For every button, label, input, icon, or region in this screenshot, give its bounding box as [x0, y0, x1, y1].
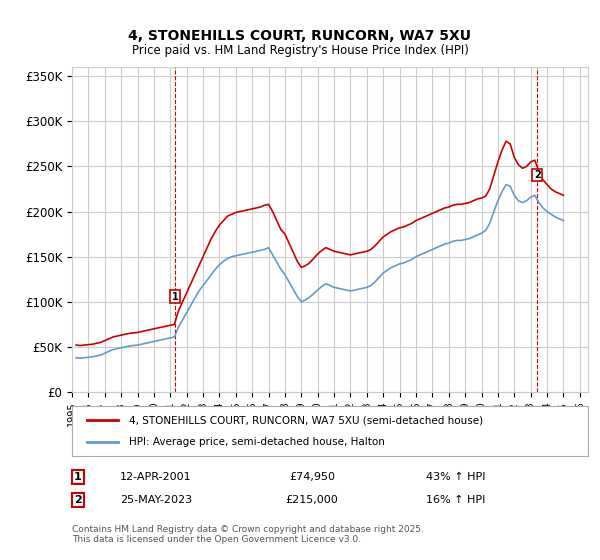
- Text: Price paid vs. HM Land Registry's House Price Index (HPI): Price paid vs. HM Land Registry's House …: [131, 44, 469, 57]
- Text: £74,950: £74,950: [289, 472, 335, 482]
- Text: 16% ↑ HPI: 16% ↑ HPI: [427, 495, 485, 505]
- Text: Contains HM Land Registry data © Crown copyright and database right 2025.
This d: Contains HM Land Registry data © Crown c…: [72, 525, 424, 544]
- Text: HPI: Average price, semi-detached house, Halton: HPI: Average price, semi-detached house,…: [129, 437, 385, 447]
- Text: £215,000: £215,000: [286, 495, 338, 505]
- Text: 1: 1: [74, 472, 82, 482]
- Text: 43% ↑ HPI: 43% ↑ HPI: [426, 472, 486, 482]
- Text: 4, STONEHILLS COURT, RUNCORN, WA7 5XU (semi-detached house): 4, STONEHILLS COURT, RUNCORN, WA7 5XU (s…: [129, 415, 483, 425]
- Text: 2: 2: [74, 495, 82, 505]
- Text: 1: 1: [172, 292, 178, 302]
- Text: 4, STONEHILLS COURT, RUNCORN, WA7 5XU: 4, STONEHILLS COURT, RUNCORN, WA7 5XU: [128, 29, 472, 44]
- Text: 12-APR-2001: 12-APR-2001: [120, 472, 192, 482]
- Text: 2: 2: [534, 170, 541, 180]
- Text: 25-MAY-2023: 25-MAY-2023: [120, 495, 192, 505]
